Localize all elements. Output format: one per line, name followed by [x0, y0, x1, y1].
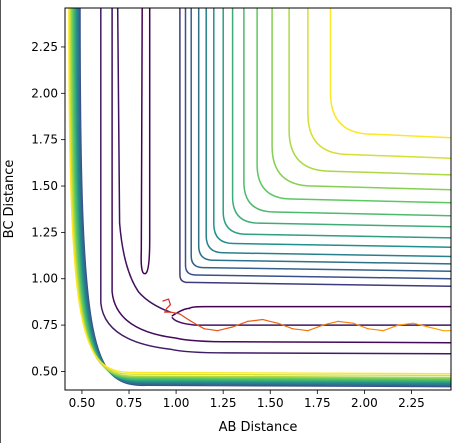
trajectory-line — [162, 298, 451, 332]
y-axis-ticks: 0.50 0.75 1.00 1.25 1.50 1.75 2.00 2.25 — [31, 40, 65, 378]
y-axis-label: BC Distance — [2, 160, 17, 239]
trajectory-segment — [427, 326, 445, 332]
contour-line — [77, 8, 451, 386]
trajectory-segment — [367, 328, 384, 332]
contour-lines — [68, 8, 451, 388]
trajectory-segment — [216, 326, 234, 332]
contour-line — [288, 8, 451, 176]
y-tick-label: 1.25 — [31, 225, 58, 239]
contour-line — [231, 8, 451, 228]
trajectory-segment — [166, 304, 171, 309]
y-tick-label: 1.00 — [31, 272, 58, 286]
trajectory-segment — [292, 328, 309, 332]
contour-line — [171, 307, 191, 317]
x-tick-label: 2.00 — [351, 396, 378, 410]
contour-line — [68, 8, 451, 375]
trajectory-segment — [164, 307, 168, 313]
y-tick-label: 0.50 — [31, 364, 58, 378]
trajectory-segment — [382, 324, 399, 332]
y-tick-label: 2.00 — [31, 86, 58, 100]
y-tick-label: 1.50 — [31, 179, 58, 193]
contour-line — [79, 8, 451, 388]
x-tick-label: 1.75 — [304, 396, 331, 410]
contour-line — [222, 8, 451, 239]
contour-line — [190, 8, 451, 273]
trajectory-segment — [203, 328, 219, 332]
trajectory-segment — [168, 298, 171, 306]
x-tick-label: 2.25 — [398, 396, 425, 410]
x-tick-label: 0.50 — [69, 396, 96, 410]
contour-line — [213, 8, 451, 248]
y-tick-label: 2.25 — [31, 40, 58, 54]
contour-line — [307, 8, 451, 159]
y-tick-label: 0.75 — [31, 318, 58, 332]
trajectory-segment — [337, 320, 354, 324]
contour-line — [329, 8, 451, 139]
trajectory-segment — [190, 320, 205, 330]
contour-line — [140, 8, 151, 275]
x-tick-label: 0.75 — [116, 396, 143, 410]
plot-frame — [64, 7, 452, 391]
contour-line — [171, 316, 451, 326]
trajectory-segment — [277, 322, 294, 330]
trajectory-segment — [232, 320, 249, 328]
contour-line — [271, 8, 451, 191]
trajectory-segment — [412, 322, 429, 328]
contour-line — [71, 8, 451, 380]
window-edge — [0, 0, 1, 443]
contour-line — [72, 8, 451, 381]
trajectory-segment — [352, 322, 369, 330]
contour-line — [256, 8, 451, 204]
contour-line — [205, 8, 451, 258]
contour-line — [111, 8, 451, 344]
contour-line — [179, 8, 451, 287]
contour-line — [78, 8, 451, 387]
contour-line — [76, 8, 451, 385]
contour-line — [100, 8, 451, 355]
trajectory-segment — [262, 318, 279, 324]
trajectory-segment — [179, 313, 192, 322]
contour-line — [243, 8, 451, 217]
contour-line — [188, 305, 451, 310]
trajectory-segment — [307, 324, 324, 332]
trajectory-segment — [169, 311, 181, 315]
y-tick-label: 1.75 — [31, 133, 58, 147]
trajectory-segment — [322, 320, 339, 326]
contour-line — [116, 8, 172, 313]
contour-line — [70, 8, 451, 379]
trajectory-segment — [162, 298, 170, 302]
x-axis-label: AB Distance — [219, 420, 298, 435]
x-tick-label: 1.00 — [163, 396, 190, 410]
contour-line — [197, 8, 451, 265]
trajectory-segment — [397, 322, 414, 326]
trajectory-segment — [247, 318, 264, 322]
contour-line — [74, 8, 451, 383]
contour-line — [73, 8, 451, 382]
contour-line — [75, 8, 451, 384]
contour-line — [184, 8, 451, 280]
x-tick-label: 1.50 — [257, 396, 284, 410]
x-tick-label: 1.25 — [210, 396, 237, 410]
x-axis-ticks: 0.50 0.75 1.00 1.25 1.50 1.75 2.00 2.25 — [69, 390, 425, 410]
